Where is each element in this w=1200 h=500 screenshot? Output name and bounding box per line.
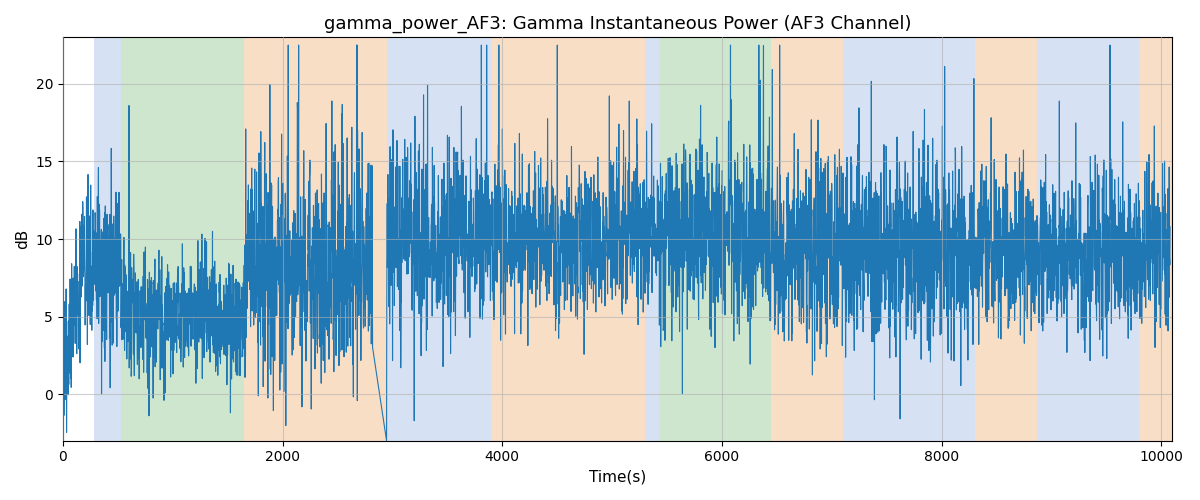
- Bar: [386, 38, 480, 440]
- Bar: [974, 38, 1037, 440]
- Bar: [772, 38, 842, 440]
- Title: gamma_power_AF3: Gamma Instantaneous Power (AF3 Channel): gamma_power_AF3: Gamma Instantaneous Pow…: [324, 15, 911, 34]
- Y-axis label: dB: dB: [16, 229, 30, 249]
- Bar: [842, 38, 974, 440]
- Bar: [1037, 38, 1139, 440]
- Bar: [121, 38, 244, 440]
- Bar: [480, 38, 491, 440]
- Bar: [94, 38, 121, 440]
- Bar: [659, 38, 772, 440]
- Bar: [491, 38, 646, 440]
- Bar: [244, 38, 386, 440]
- X-axis label: Time(s): Time(s): [589, 470, 647, 485]
- Bar: [1139, 38, 1172, 440]
- Bar: [646, 38, 659, 440]
